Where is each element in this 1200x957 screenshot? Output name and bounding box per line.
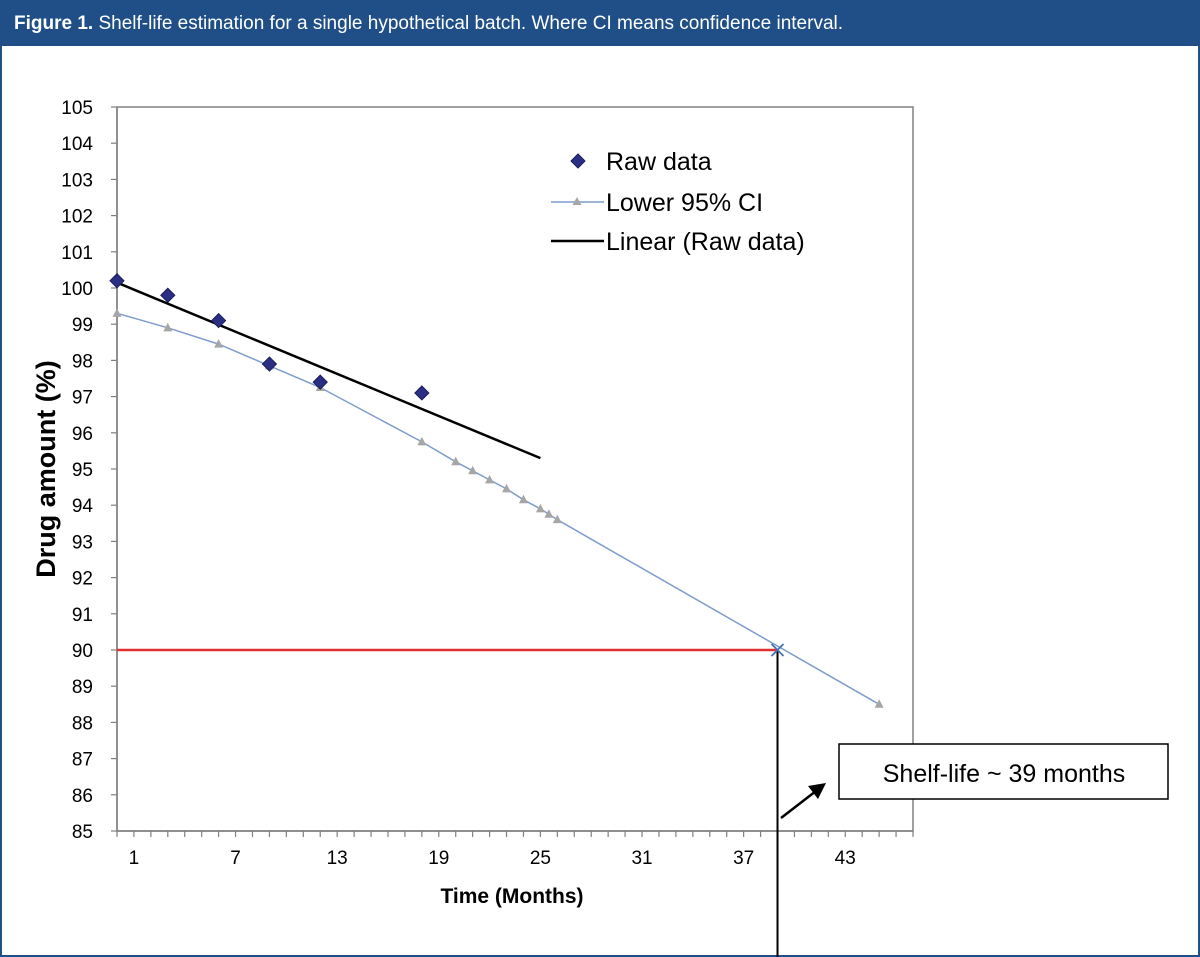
legend: Raw data Lower 95% CI Linear (Raw data): [551, 148, 805, 256]
figure-header: Figure 1. Shelf-life estimation for a si…: [2, 2, 1198, 46]
legend-ci-marker: [572, 197, 582, 205]
ci-point: [502, 483, 512, 493]
y-tick-label: 98: [72, 351, 93, 372]
x-tick-label: 19: [428, 848, 449, 869]
y-tick-label: 96: [72, 424, 93, 445]
ci-point: [468, 465, 478, 475]
legend-linear-label: Linear (Raw data): [606, 228, 805, 256]
y-tick-label: 86: [72, 786, 93, 807]
figure-caption: Figure 1. Shelf-life estimation for a si…: [14, 13, 843, 35]
raw-data-point: [210, 312, 227, 329]
ci-point: [544, 509, 554, 518]
y-tick-label: 88: [72, 713, 93, 734]
shelf-life-label: Shelf-life ~ 39 months: [883, 760, 1126, 788]
legend-raw-label: Raw data: [606, 148, 712, 176]
legend-ci-label: Lower 95% CI: [606, 189, 763, 217]
crossing-marker: [770, 643, 785, 657]
x-tick-label: 31: [631, 848, 652, 869]
ci-point: [112, 308, 122, 317]
y-tick-label: 100: [61, 279, 93, 300]
x-tick-label: 13: [327, 848, 348, 869]
ci-point: [417, 436, 427, 446]
y-tick-label: 95: [72, 460, 93, 481]
y-tick-label: 91: [72, 605, 93, 626]
raw-data-point: [160, 287, 176, 303]
y-axis-ticks: 85 86 87 88 89 90 91 92 93 94 95 96 97 98 99 100 101 102 1…: [61, 98, 117, 843]
y-tick-label: 92: [72, 569, 93, 590]
x-tick-label: 37: [733, 848, 754, 869]
series-layer: [109, 273, 884, 957]
y-tick-label: 104: [61, 134, 93, 155]
ci-point: [518, 494, 528, 504]
plot-area: [116, 106, 914, 832]
x-tick-label: 43: [835, 848, 856, 869]
y-tick-label: 97: [72, 388, 93, 409]
shelf-life-callout: Shelf-life ~ 39 months: [780, 743, 1169, 819]
y-tick-label: 101: [61, 243, 93, 264]
caption-text: Shelf-life estimation for a single hypot…: [93, 13, 844, 34]
x-axis-ticks: 1 7 13 19 25 31 37 43: [116, 831, 914, 869]
ci-point: [214, 339, 224, 348]
raw-data-point: [414, 385, 430, 401]
figure-label: Figure 1.: [14, 13, 94, 34]
ci-point: [535, 503, 545, 513]
y-tick-label: 89: [72, 677, 93, 698]
y-tick-label: 103: [61, 170, 93, 191]
y-tick-label: 85: [72, 822, 93, 843]
y-tick-label: 90: [72, 641, 93, 662]
x-tick-label: 7: [230, 848, 241, 869]
shelf-life-box: [838, 743, 1169, 800]
x-tick-label: 25: [530, 848, 551, 869]
x-axis-title: Time (Months): [440, 885, 583, 908]
raw-data-point: [261, 356, 278, 372]
y-tick-label: 99: [72, 315, 93, 336]
y-tick-label: 102: [61, 207, 93, 228]
y-tick-label: 87: [72, 750, 93, 771]
callout-arrow-head: [808, 783, 826, 799]
ci-point: [163, 322, 173, 332]
raw-data-point: [109, 273, 125, 289]
x-tick-label: 1: [129, 848, 140, 869]
y-axis-title: Drug amount (%): [31, 360, 61, 577]
linear-fit-line: [116, 281, 541, 460]
ci-point: [485, 474, 495, 484]
y-tick-label: 94: [72, 496, 94, 517]
ci-point: [874, 699, 884, 708]
y-tick-label: 105: [61, 98, 93, 119]
legend-raw-marker: [570, 153, 586, 169]
y-tick-label: 93: [72, 532, 93, 553]
raw-data-point: [312, 374, 328, 390]
callout-arrow-shaft: [780, 790, 817, 819]
ci-point: [451, 456, 461, 466]
ci-point: [552, 514, 562, 524]
